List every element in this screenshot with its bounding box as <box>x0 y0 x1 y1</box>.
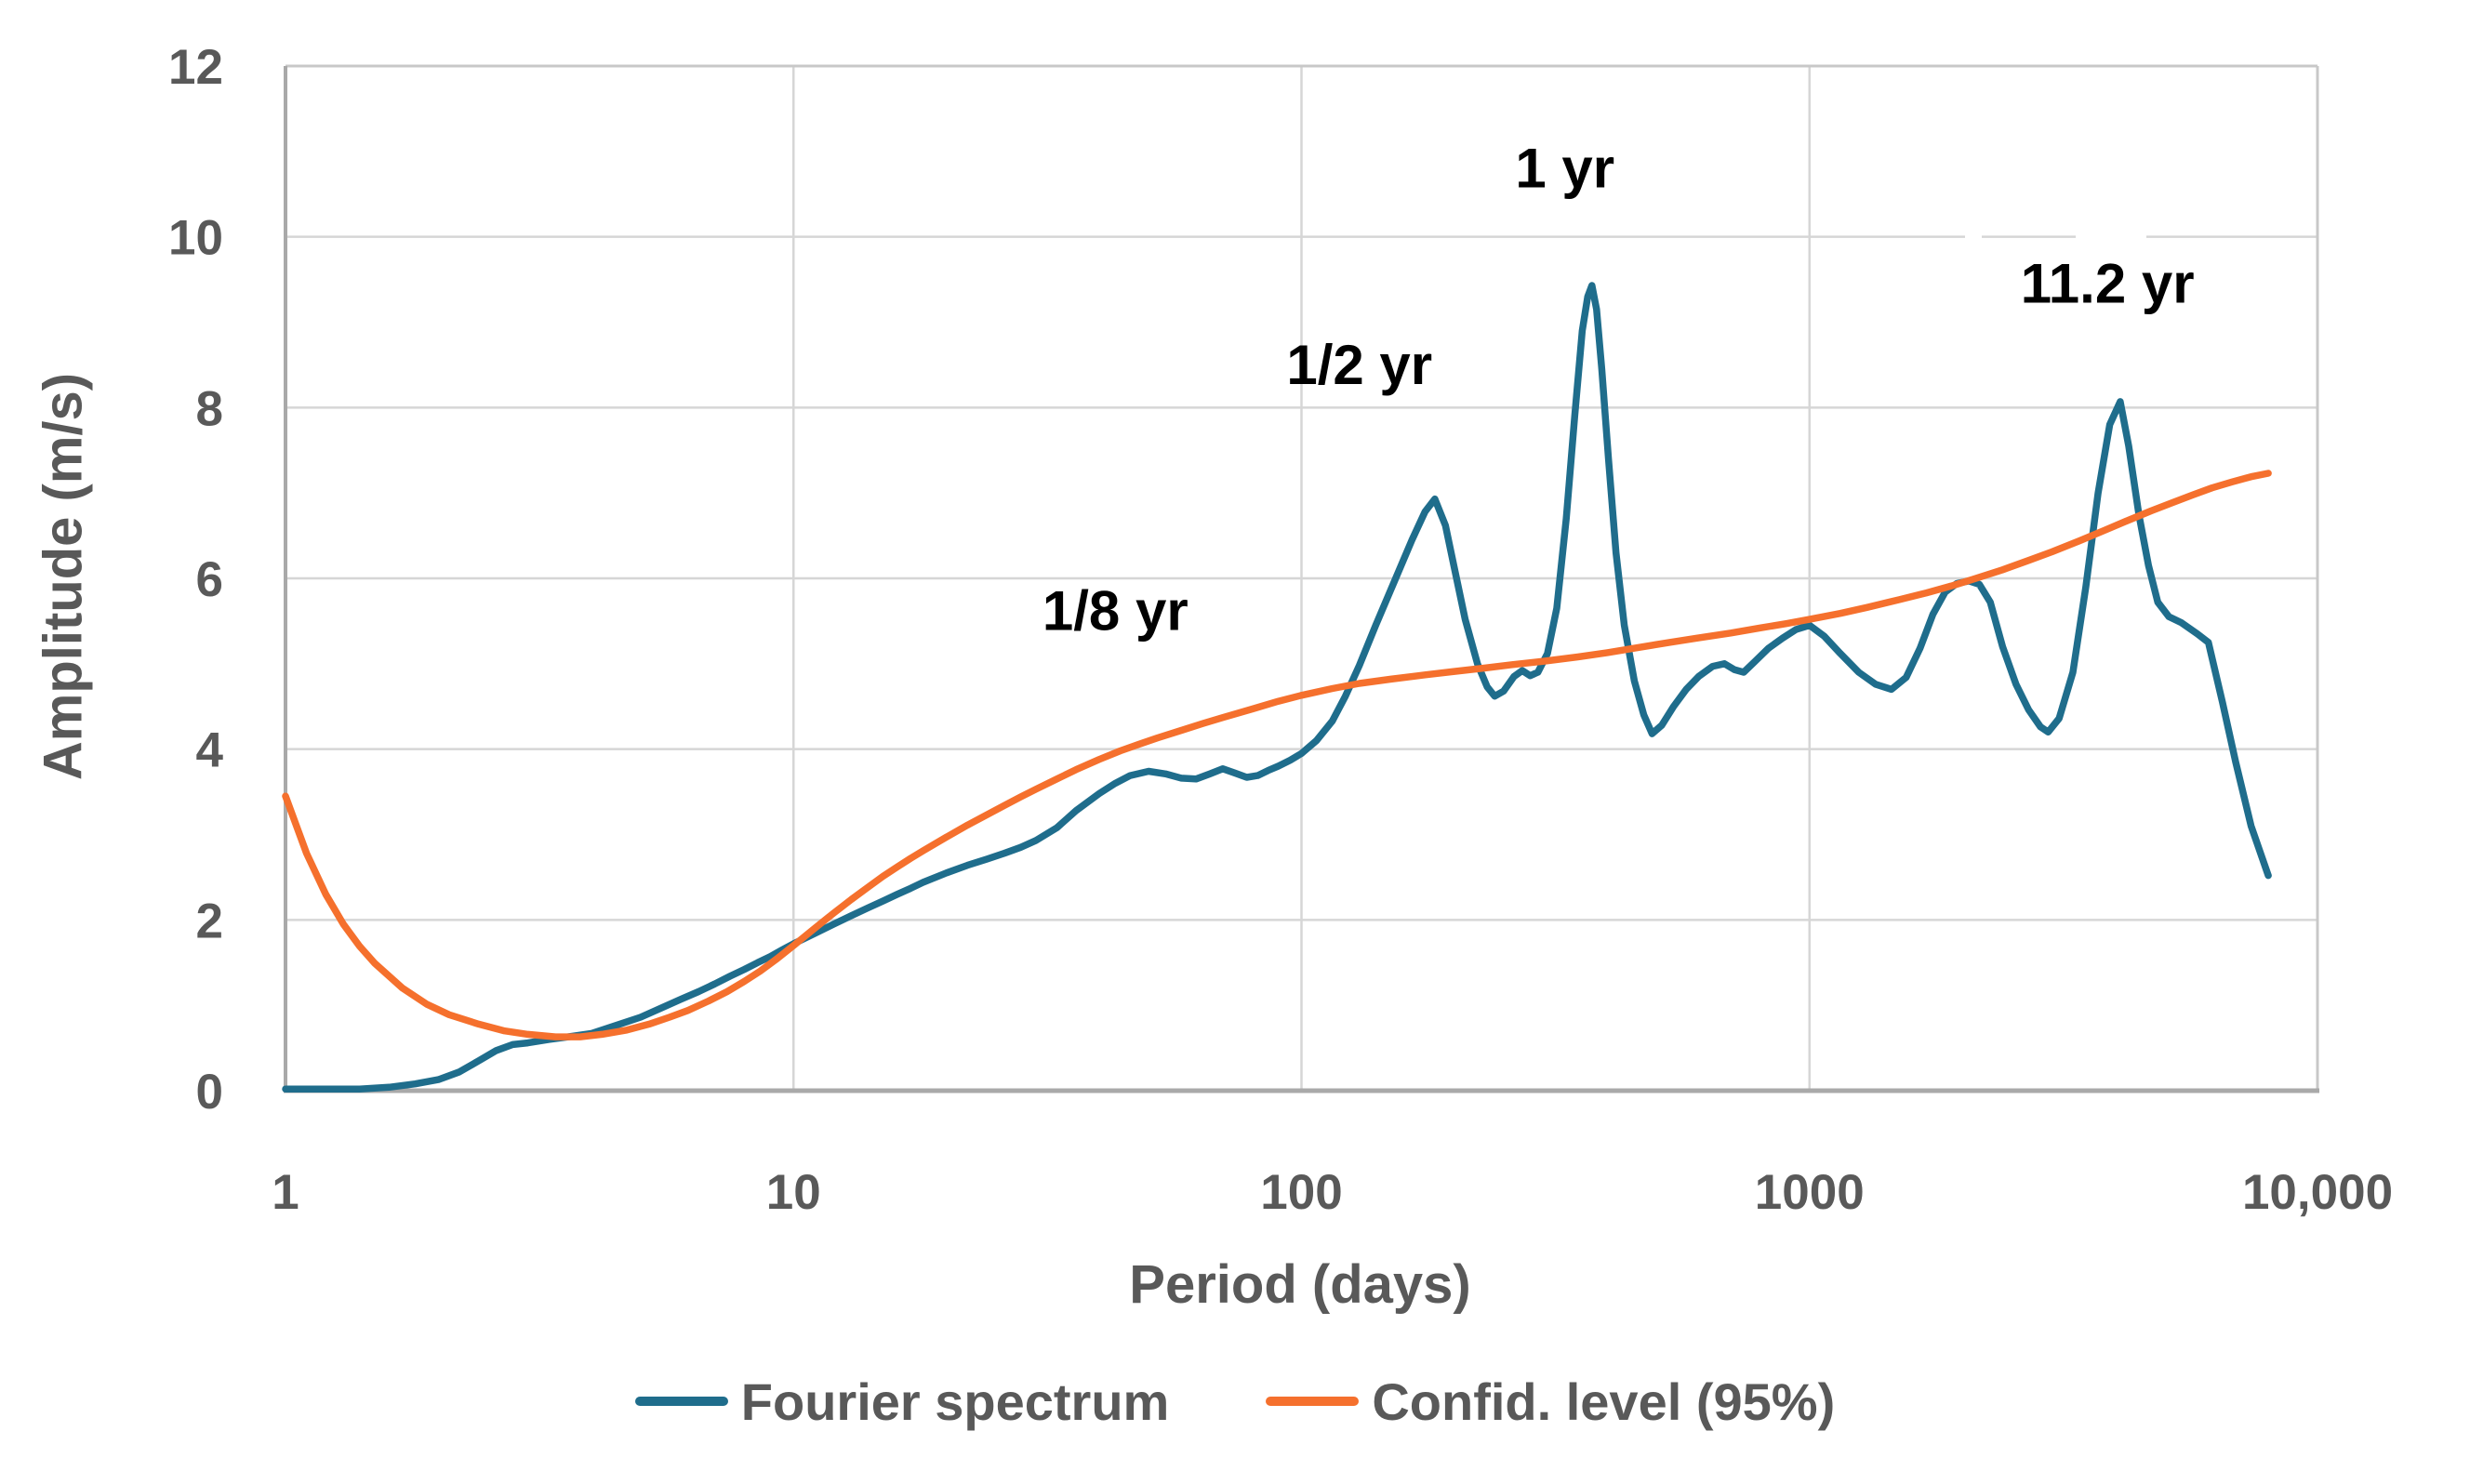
series-line-confidence-level <box>282 470 2272 1040</box>
y-tick-label: 8 <box>196 381 223 436</box>
x-tick-label: 1000 <box>1755 1165 1865 1220</box>
x-tick-label: 100 <box>1260 1165 1342 1220</box>
legend-label-fourier-spectrum: Fourier spectrum <box>740 1371 1170 1431</box>
y-tick-label: 2 <box>196 894 223 948</box>
fourier-line-swatch-icon <box>634 1397 728 1406</box>
y-tick-label: 4 <box>196 723 224 778</box>
y-tick-label: 10 <box>168 211 223 266</box>
legend: Fourier spectrum Confid. level (95%) <box>0 1359 2470 1443</box>
peak-annotation: 1/2 yr <box>1286 334 1432 396</box>
y-tick-label: 12 <box>168 40 223 95</box>
x-tick-label: 10 <box>766 1165 821 1220</box>
x-axis-title: Period (days) <box>1129 1254 1471 1315</box>
y-axis-title: Amplitude (m/s) <box>33 372 94 781</box>
peak-annotation: 1 yr <box>1515 138 1614 200</box>
x-tick-label: 10,000 <box>2242 1165 2393 1220</box>
x-tick-label: 1 <box>272 1165 299 1220</box>
confidence-line-swatch-icon <box>1266 1397 1360 1406</box>
peak-annotation: 11.2 yr <box>2021 253 2195 315</box>
legend-label-confidence-level: Confid. level (95%) <box>1372 1371 1836 1431</box>
series-line-fourier-spectrum <box>282 282 2272 1093</box>
legend-item-fourier-spectrum: Fourier spectrum <box>634 1371 1170 1432</box>
gridline-erasure-artifact <box>1965 234 1982 246</box>
peak-annotation: 1/8 yr <box>1042 579 1189 642</box>
y-tick-label: 6 <box>196 552 223 607</box>
gridline-erasure-artifact <box>2076 232 2146 250</box>
y-tick-label: 0 <box>196 1065 223 1120</box>
legend-item-confidence-level: Confid. level (95%) <box>1266 1371 1835 1432</box>
